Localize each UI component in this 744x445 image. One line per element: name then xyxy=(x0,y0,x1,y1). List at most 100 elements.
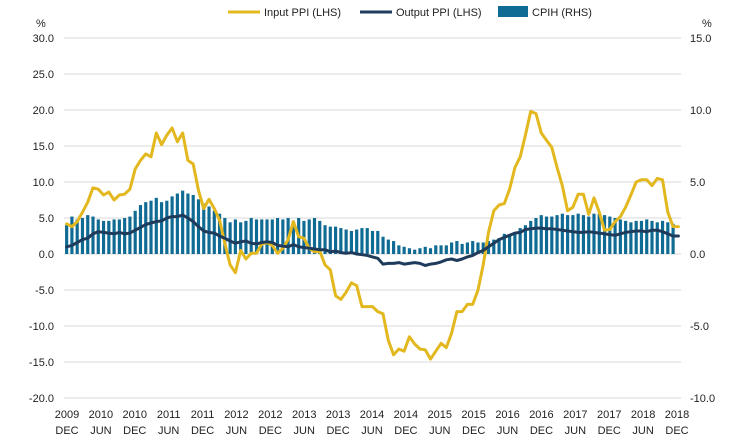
cpih-bar xyxy=(275,218,280,254)
input-ppi-line xyxy=(65,109,680,361)
cpih-bar xyxy=(254,219,259,254)
cpih-bar xyxy=(418,248,422,254)
left-tick-label: 5.0 xyxy=(39,213,54,225)
cpih-bar xyxy=(323,225,327,254)
cpih-bar xyxy=(149,200,153,254)
x-label-month: JUN xyxy=(90,425,111,437)
cpih-bar xyxy=(502,233,506,254)
cpih-bar xyxy=(529,220,533,254)
x-label-month: JUN xyxy=(294,425,315,437)
cpih-bar xyxy=(70,216,74,254)
left-tick-label: -20.0 xyxy=(29,393,54,405)
cpih-bar xyxy=(444,245,448,254)
cpih-bar xyxy=(534,218,538,254)
cpih-bar xyxy=(407,248,411,254)
x-label-month: DEC xyxy=(259,425,282,437)
cpih-bar xyxy=(328,226,332,254)
x-label-month: JUN xyxy=(632,425,653,437)
right-tick-label: 5.0 xyxy=(690,177,705,189)
x-label-year: 2017 xyxy=(563,409,587,421)
cpih-bar xyxy=(639,220,644,254)
legend: Input PPI (LHS) Output PPI (LHS) CPIH (R… xyxy=(228,6,592,19)
cpih-bar xyxy=(202,203,206,254)
cpih-bar xyxy=(555,215,559,254)
left-tick-label: 0.0 xyxy=(39,249,54,261)
x-label-month: JUN xyxy=(361,425,382,437)
cpih-bar xyxy=(376,230,380,254)
cpih-bar xyxy=(587,216,591,254)
cpih-bar xyxy=(471,241,475,254)
cpih-bar xyxy=(392,241,396,254)
cpih-bar xyxy=(465,242,470,254)
right-axis-ticks: 15.0 10.0 5.0 0.0 -5.0 -10.0 xyxy=(690,33,715,405)
cpih-bar xyxy=(381,236,385,254)
cpih-bar xyxy=(170,196,174,254)
x-label-month: JUN xyxy=(497,425,518,437)
cpih-bar xyxy=(624,220,628,254)
right-tick-label: 10.0 xyxy=(690,105,711,117)
cpih-bar xyxy=(344,229,348,254)
x-label-month: DEC xyxy=(598,425,621,437)
cpih-bar xyxy=(233,219,237,254)
cpih-bar xyxy=(439,245,443,254)
cpih-bar xyxy=(481,242,485,254)
cpih-bar xyxy=(560,213,564,254)
cpih-bar xyxy=(312,218,317,254)
cpih-bar xyxy=(159,202,164,254)
x-label-month: JUN xyxy=(565,425,586,437)
cpih-bar xyxy=(281,219,285,254)
x-label-year: 2016 xyxy=(529,409,553,421)
cpih-bar xyxy=(476,242,480,254)
cpih-bar xyxy=(365,228,369,254)
cpih-bar xyxy=(191,194,195,254)
x-label-year: 2013 xyxy=(292,409,316,421)
x-label-year: 2012 xyxy=(258,409,282,421)
cpih-bar xyxy=(413,249,417,254)
x-label-month: DEC xyxy=(530,425,553,437)
cpih-bar xyxy=(154,197,158,254)
cpih-bar xyxy=(138,205,143,254)
legend-label-input-ppi: Input PPI (LHS) xyxy=(264,7,341,19)
left-tick-label: 20.0 xyxy=(33,105,54,117)
cpih-bar xyxy=(65,225,69,254)
cpih-bar xyxy=(397,245,401,254)
right-tick-label: 0.0 xyxy=(690,249,705,261)
cpih-bar xyxy=(223,218,227,254)
cpih-bar xyxy=(513,232,517,254)
cpih-bar xyxy=(318,220,322,254)
x-axis-labels: 2009 DEC 2010 JUN 2010 DEC 2011 JUN 2011 DEC 2012 J… xyxy=(55,409,689,437)
right-tick-label: 15.0 xyxy=(690,33,711,45)
cpih-bar xyxy=(655,222,659,254)
cpih-bar xyxy=(112,219,116,254)
cpih-bar xyxy=(629,222,633,254)
cpih-bar xyxy=(339,228,343,254)
cpih-bar xyxy=(402,246,406,254)
left-tick-label: 15.0 xyxy=(33,141,54,153)
left-tick-label: -10.0 xyxy=(29,321,54,333)
cpih-bar xyxy=(217,213,222,254)
cpih-bar xyxy=(571,215,575,254)
cpih-bar xyxy=(550,216,554,254)
cpih-bar xyxy=(518,228,522,254)
cpih-bar xyxy=(566,215,570,254)
x-label-year: 2010 xyxy=(89,409,113,421)
cpih-bar xyxy=(165,200,169,254)
cpih-bar xyxy=(581,215,586,254)
cpih-bar xyxy=(175,193,179,254)
cpih-bar xyxy=(107,220,111,254)
left-axis-unit: % xyxy=(36,18,46,30)
cpih-bar xyxy=(101,220,106,254)
cpih-bar xyxy=(207,206,211,254)
x-label-year: 2010 xyxy=(123,409,147,421)
cpih-bar xyxy=(96,219,100,254)
left-tick-label: -5.0 xyxy=(35,285,54,297)
cpih-bar xyxy=(133,210,137,254)
x-label-month: DEC xyxy=(123,425,146,437)
x-label-month: JUN xyxy=(158,425,179,437)
x-label-month: DEC xyxy=(394,425,417,437)
x-label-month: DEC xyxy=(55,425,78,437)
cpih-bar xyxy=(239,222,243,254)
x-label-month: DEC xyxy=(462,425,485,437)
cpih-bar xyxy=(360,228,364,254)
cpih-bar xyxy=(450,242,454,254)
